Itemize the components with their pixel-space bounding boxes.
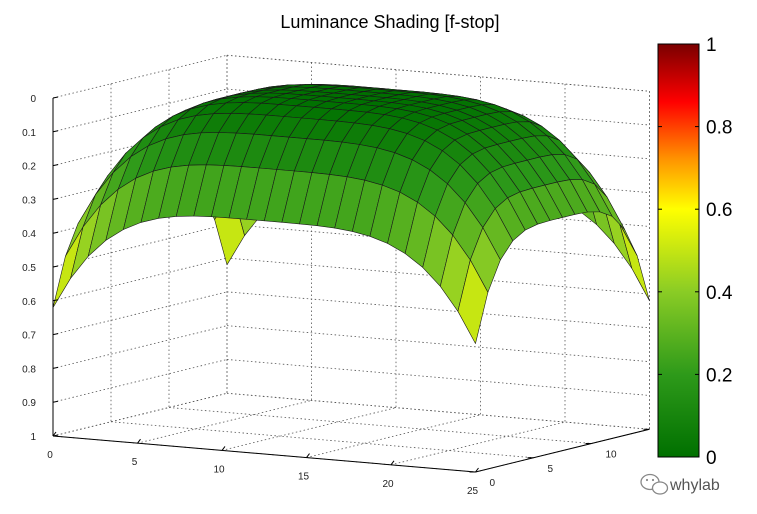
colorbar-tick-label: 0.8 [706, 118, 732, 139]
x-tick-label: 10 [213, 464, 225, 475]
grid-line [226, 359, 650, 396]
z-tick-mark [52, 164, 59, 167]
grid-line [110, 421, 534, 459]
x-tick-mark [52, 431, 57, 437]
z-tick-label: 0.3 [22, 195, 36, 206]
z-tick-mark [52, 434, 59, 437]
chart-title: Luminance Shading [f-stop] [280, 12, 499, 32]
colorbar-tick-label: 0 [706, 448, 717, 469]
colorbar-tick-label: 0.4 [706, 283, 733, 304]
y-axis-line [475, 428, 650, 473]
z-tick-mark [52, 333, 59, 336]
z-tick-label: 0.1 [22, 128, 36, 139]
colorbar-gradient [657, 43, 700, 458]
z-tick-label: 0.2 [22, 162, 36, 173]
grid-line [226, 291, 650, 329]
grid-line [226, 325, 650, 363]
z-tick-label: 1 [30, 432, 36, 443]
z-tick-mark [52, 96, 59, 99]
x-tick-mark [475, 467, 479, 473]
grid-line [52, 88, 228, 133]
z-tick-label: 0.4 [22, 229, 36, 240]
y-tick-label: 5 [548, 464, 554, 475]
x-tick-mark [221, 446, 226, 451]
x-tick-label: 5 [132, 457, 138, 468]
grid-line [226, 54, 650, 92]
z-tick-mark [52, 130, 59, 133]
x-tick-label: 0 [47, 450, 53, 461]
colorbar-ticks: 0 0.2 0.4 0.6 0.8 1 [658, 35, 733, 469]
z-tick-label: 0.5 [22, 263, 36, 274]
colorbar-tick-label: 0.6 [706, 200, 732, 221]
colorbar: 0 0.2 0.4 0.6 0.8 1 [657, 35, 733, 469]
surface-plot [52, 84, 650, 344]
y-tick-label: 0 [490, 478, 496, 489]
z-tick-mark [52, 366, 59, 369]
x-tick-label: 15 [298, 472, 310, 483]
grid-line [52, 257, 228, 302]
surface-face [457, 259, 489, 344]
watermark-text: whylab [669, 477, 720, 494]
grid-line [52, 223, 228, 268]
x-tick-label: 25 [467, 486, 479, 497]
y-tick-label: 10 [606, 450, 618, 461]
x-tick-label: 20 [382, 479, 394, 490]
grid-line [52, 359, 228, 403]
grid-line [52, 291, 228, 335]
x-axis-line [52, 435, 476, 473]
x-tick-mark [137, 438, 141, 444]
grid-line [168, 407, 592, 444]
z-tick-label: 0 [30, 94, 36, 105]
axes [52, 96, 650, 473]
z-tick-label: 0.9 [22, 398, 36, 409]
grid-line [137, 400, 312, 444]
x-tick-mark [390, 460, 395, 466]
z-tick-mark [52, 265, 59, 268]
grid-line [221, 407, 397, 451]
grid-line [390, 421, 566, 466]
grid-line [52, 54, 228, 99]
z-tick-mark [52, 400, 59, 403]
grid-line [52, 325, 228, 369]
surface-face [619, 223, 650, 302]
watermark: whylab [640, 473, 720, 495]
z-tick-label: 0.8 [22, 364, 36, 375]
z-tick-mark [52, 299, 59, 302]
z-tick-mark [52, 231, 59, 234]
z-tick-label: 0.6 [22, 297, 36, 308]
grid-line [52, 392, 228, 437]
z-tick-mark [52, 197, 59, 200]
x-tick-mark [306, 453, 310, 458]
colorbar-tick-label: 1 [706, 35, 717, 56]
colorbar-tick-label: 0.2 [706, 365, 732, 386]
z-tick-label: 0.7 [22, 331, 36, 342]
tick-labels: 00.10.20.30.40.50.60.70.80.9105101520250… [22, 94, 675, 497]
wechat-icon [640, 473, 669, 495]
grid-line [226, 392, 650, 430]
grid-line [306, 414, 481, 458]
